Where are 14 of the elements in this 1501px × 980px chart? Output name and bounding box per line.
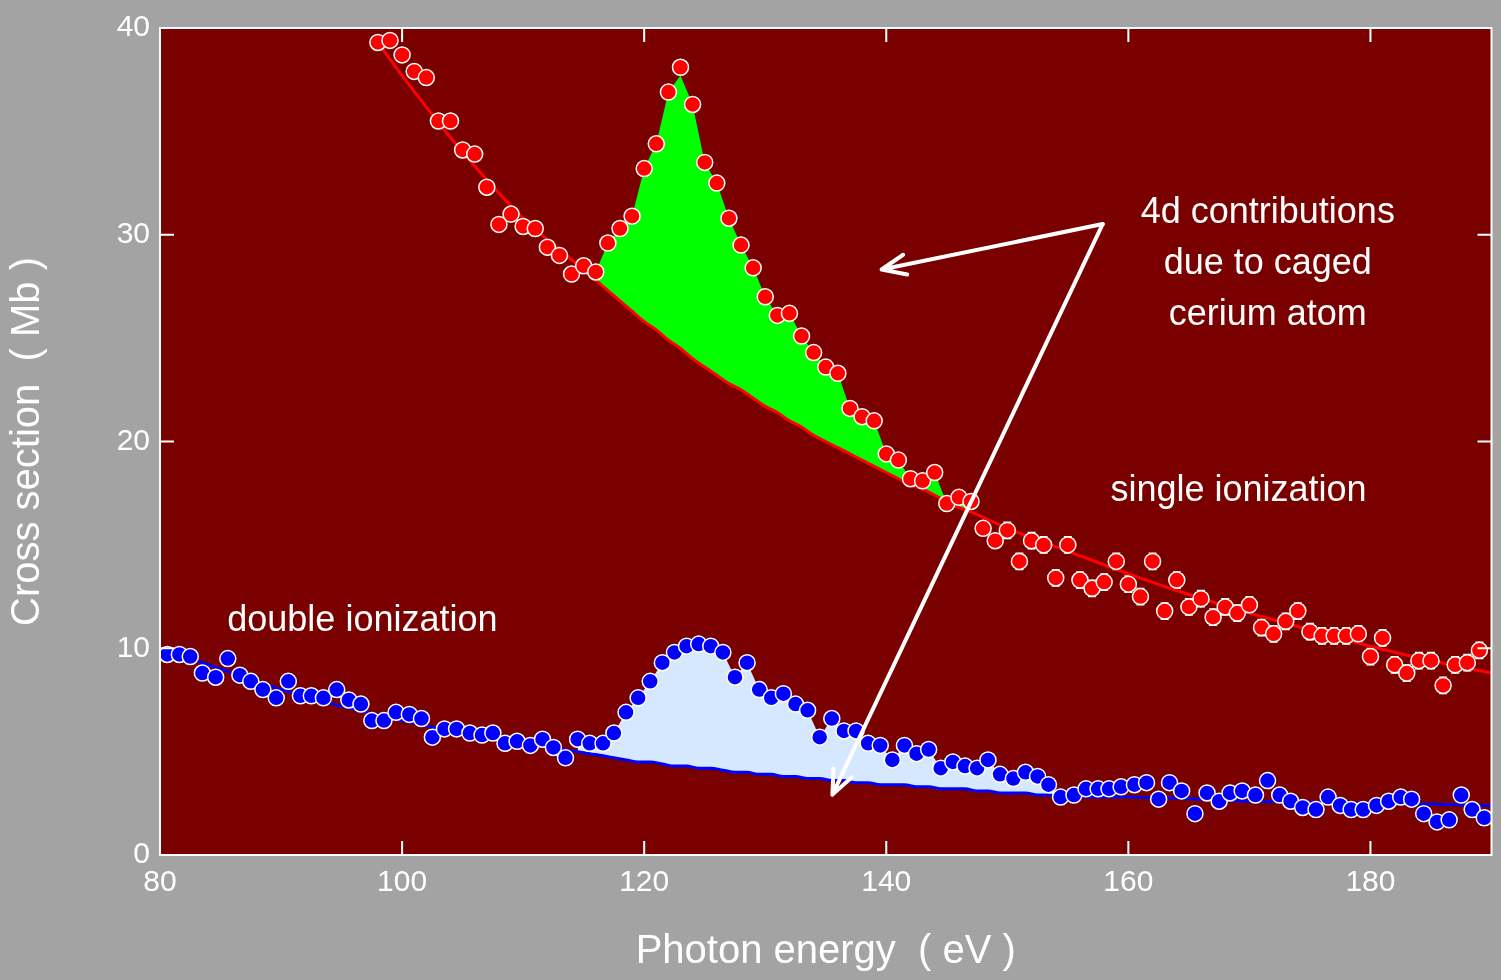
- x-tick-label: 140: [861, 864, 912, 898]
- x-tick-label: 180: [1345, 864, 1396, 898]
- y-axis-title: Cross section ( Mb ): [3, 257, 48, 626]
- x-axis-title: Photon energy ( eV ): [635, 927, 1016, 972]
- y-tick-label: 20: [116, 422, 150, 456]
- annotation: 4d contributions due to caged cerium atom: [1140, 189, 1395, 333]
- annotation: single ionization: [1110, 468, 1367, 510]
- x-tick-label: 120: [619, 864, 670, 898]
- y-tick-label: 40: [116, 9, 150, 43]
- y-tick-label: 30: [116, 216, 150, 250]
- x-tick-label: 100: [377, 864, 428, 898]
- annotation: double ionization: [227, 597, 498, 639]
- y-tick-label: 10: [116, 629, 150, 663]
- x-tick-label: 160: [1103, 864, 1154, 898]
